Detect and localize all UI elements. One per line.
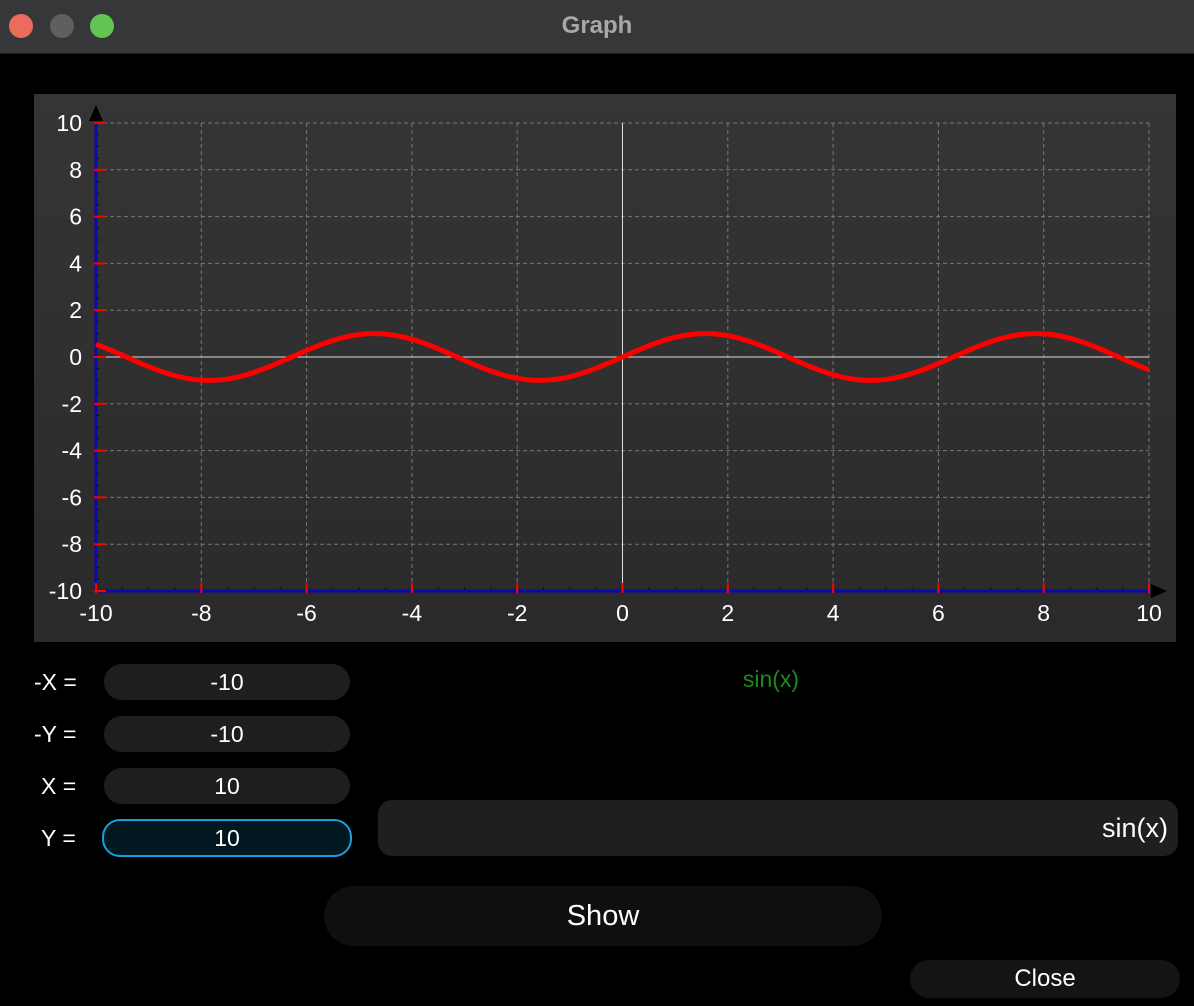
expression-input[interactable] [378,800,1178,856]
window-title: Graph [561,12,633,39]
y-tick-label: -6 [62,484,82,510]
x-tick-label: -2 [507,600,527,626]
maximize-window-icon[interactable] [90,14,114,38]
title-bar: Graph [0,0,1194,54]
x-tick-label: 4 [827,600,840,626]
x-tick-label: -6 [296,600,316,626]
function-curve [95,331,1150,383]
close-window-icon[interactable] [9,14,33,38]
close-button[interactable]: Close [910,960,1180,998]
neg-y-label: -Y = [34,721,77,747]
x-label: X = [41,773,77,799]
y-tick-label: -8 [62,531,82,557]
y-tick-label: 4 [69,250,82,276]
y-tick-label: 6 [69,204,82,230]
y-tick-label: -4 [62,438,83,464]
x-axis-arrow-icon [1151,584,1167,598]
y-tick-label: 0 [69,344,82,370]
y-tick-label: 8 [69,157,82,183]
minimize-window-icon[interactable] [50,14,74,38]
x-tick-label: 8 [1037,600,1050,626]
y-tick-label: 2 [69,297,82,323]
function-label: sin(x) [742,666,800,692]
show-button[interactable]: Show [324,886,882,946]
neg-y-input[interactable] [104,716,350,752]
x-tick-label: -4 [402,600,423,626]
y-input[interactable] [102,819,352,857]
y-tick-label: -2 [62,391,82,417]
graph-chart: -10 -8 -6 -4 -2 0 2 4 6 8 10 10 8 6 4 2 0 -2 -4 -6 -8 -10 [49,105,1167,626]
graph-plot-area: -10 -8 -6 -4 -2 0 2 4 6 8 10 10 8 6 4 2 0 -2 -4 -6 -8 -10 [34,94,1176,642]
x-input[interactable] [104,768,350,804]
y-axis-arrow-icon [89,105,103,121]
y-tick-label: -10 [49,578,82,604]
neg-x-label: -X = [34,669,77,695]
x-tick-label: -8 [191,600,211,626]
x-tick-label: 0 [616,600,629,626]
x-tick-label: 2 [721,600,734,626]
y-label: Y = [41,825,76,851]
y-tick-label: 10 [56,110,82,136]
x-tick-label: 6 [932,600,945,626]
x-tick-label: -10 [79,600,112,626]
neg-x-input[interactable] [104,664,350,700]
x-tick-label: 10 [1136,600,1162,626]
